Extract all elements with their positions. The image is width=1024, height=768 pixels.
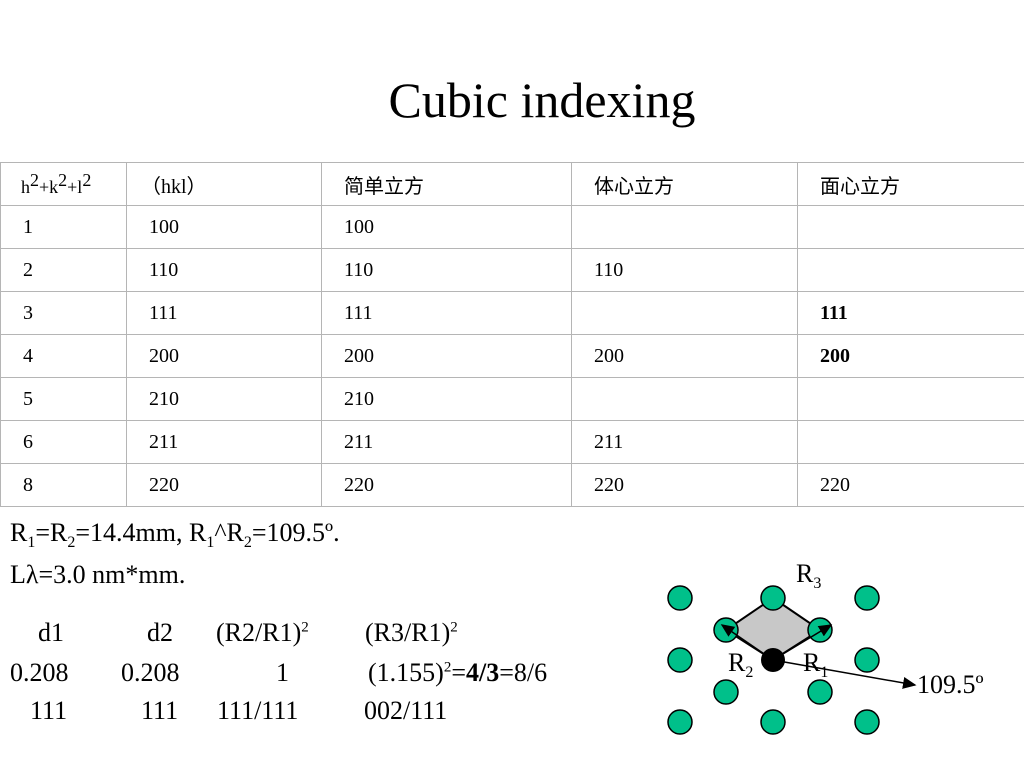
cell-sc: 211 bbox=[321, 420, 572, 464]
cell-hkl: 110 bbox=[126, 248, 322, 292]
calc-index-r3r1: 002/111 bbox=[364, 696, 448, 725]
cell-n: 3 bbox=[0, 291, 127, 335]
table-row: 1 100 100 bbox=[0, 205, 1024, 249]
table-row: 4 200 200 200 200 bbox=[0, 334, 1024, 378]
label-r2: R2 bbox=[728, 648, 753, 681]
calc-index-r2r1: 111/111 bbox=[217, 696, 299, 725]
diffraction-spot bbox=[854, 585, 880, 611]
header-simple-cubic: 简单立方 bbox=[321, 162, 572, 206]
calc-value-d1: 0.208 bbox=[10, 658, 69, 687]
cell-bcc: 110 bbox=[571, 248, 798, 292]
header-bcc: 体心立方 bbox=[571, 162, 798, 206]
diffraction-spot bbox=[807, 679, 833, 705]
table-header-row: h2+k2+l2 （hkl） 简单立方 体心立方 面心立方 bbox=[0, 162, 1024, 206]
measurement-radii-text: R1=R2=14.4mm, R1^R2=109.5º. bbox=[10, 518, 340, 552]
diffraction-spot bbox=[854, 709, 880, 735]
measurement-radii: R1=R2=14.4mm, R1^R2=109.5º. bbox=[10, 518, 340, 558]
cell-sc: 111 bbox=[321, 291, 572, 335]
cell-bcc: 211 bbox=[571, 420, 798, 464]
angle-label: 109.5º bbox=[917, 670, 984, 699]
calc-header-r2r1: (R2/R1)2 bbox=[216, 618, 309, 647]
diffraction-spot bbox=[713, 617, 739, 643]
calc-value-r2r1: 1 bbox=[276, 658, 289, 687]
measurement-camera-constant: Lλ=3.0 nm*mm. bbox=[10, 560, 185, 590]
indexing-table: h2+k2+l2 （hkl） 简单立方 体心立方 面心立方 1 100 100 … bbox=[0, 162, 1024, 507]
calc-index-d1: 111 bbox=[30, 696, 68, 725]
diffraction-spot bbox=[667, 709, 693, 735]
table-row: 3 111 111 111 bbox=[0, 291, 1024, 335]
cell-fcc: 220 bbox=[797, 463, 1024, 507]
cell-hkl: 211 bbox=[126, 420, 322, 464]
label-r1: R1 bbox=[803, 648, 828, 681]
cell-hkl: 200 bbox=[126, 334, 322, 378]
calc-header-d2: d2 bbox=[147, 618, 173, 647]
diffraction-spot bbox=[667, 647, 693, 673]
cell-sc: 220 bbox=[321, 463, 572, 507]
cell-fcc bbox=[797, 248, 1024, 292]
diffraction-spot bbox=[854, 647, 880, 673]
cell-hkl: 111 bbox=[126, 291, 322, 335]
calc-header-d1: d1 bbox=[38, 618, 64, 647]
cell-n: 1 bbox=[0, 205, 127, 249]
diffraction-spot bbox=[713, 679, 739, 705]
table-row: 8 220 220 220 220 bbox=[0, 463, 1024, 507]
vector-r1-arrow bbox=[772, 624, 833, 661]
cell-fcc: 111 bbox=[797, 291, 1024, 335]
header-h2k2l2: h2+k2+l2 bbox=[0, 162, 127, 206]
label-r3: R3 bbox=[796, 559, 821, 592]
diffraction-spot bbox=[760, 709, 786, 735]
cell-n: 2 bbox=[0, 248, 127, 292]
vector-r2-arrow bbox=[720, 624, 774, 661]
calc-value-d2: 0.208 bbox=[121, 658, 180, 687]
cell-fcc bbox=[797, 205, 1024, 249]
table-row: 2 110 110 110 bbox=[0, 248, 1024, 292]
angle-pointer-arrow bbox=[772, 659, 917, 689]
cell-fcc bbox=[797, 420, 1024, 464]
camera-constant-text: Lλ=3.0 nm*mm. bbox=[10, 560, 186, 589]
header-fcc: 面心立方 bbox=[797, 162, 1024, 206]
diffraction-spot bbox=[760, 585, 786, 611]
calc-value-r3r1: (1.155)2=4/3=8/6 bbox=[368, 658, 548, 687]
cell-sc: 210 bbox=[321, 377, 572, 421]
cell-hkl: 220 bbox=[126, 463, 322, 507]
cell-bcc bbox=[571, 291, 798, 335]
diffraction-spot bbox=[807, 617, 833, 643]
cell-n: 4 bbox=[0, 334, 127, 378]
diffraction-spot bbox=[667, 585, 693, 611]
slide-title: Cubic indexing bbox=[388, 72, 696, 128]
table-row: 6 211 211 211 bbox=[0, 420, 1024, 464]
cell-hkl: 100 bbox=[126, 205, 322, 249]
cell-n: 8 bbox=[0, 463, 127, 507]
cell-n: 5 bbox=[0, 377, 127, 421]
cell-fcc bbox=[797, 377, 1024, 421]
calc-header-r3r1: (R3/R1)2 bbox=[365, 618, 458, 647]
calc-index-d2: 111 bbox=[141, 696, 179, 725]
cell-sc: 110 bbox=[321, 248, 572, 292]
